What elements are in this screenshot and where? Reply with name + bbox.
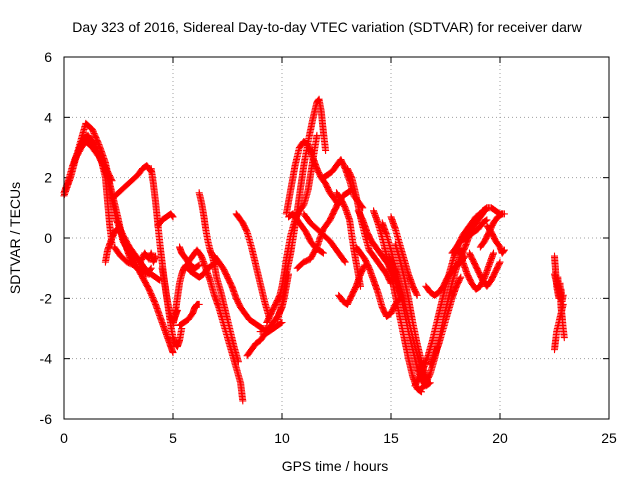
data-track-46 bbox=[483, 222, 508, 257]
data-track-25 bbox=[300, 210, 349, 266]
data-track-5 bbox=[110, 243, 164, 284]
y-tick-label: 4 bbox=[44, 109, 52, 125]
data-track-14 bbox=[184, 246, 247, 405]
data-track-50 bbox=[551, 270, 565, 302]
data-track-43 bbox=[465, 249, 504, 290]
data-track-17 bbox=[232, 210, 273, 320]
data-track-35 bbox=[387, 213, 421, 299]
data-track-3 bbox=[71, 134, 116, 248]
data-track-9 bbox=[154, 210, 177, 230]
x-tick-label: 25 bbox=[601, 430, 617, 446]
y-tick-label: -2 bbox=[40, 290, 53, 306]
data-track-21 bbox=[274, 95, 330, 323]
y-axis-title: SDTVAR / TECUs bbox=[7, 182, 23, 294]
data-track-32 bbox=[370, 207, 425, 396]
chart-title: Day 323 of 2016, Sidereal Day-to-day VTE… bbox=[72, 19, 582, 35]
x-tick-label: 0 bbox=[60, 430, 68, 446]
data-track-28 bbox=[335, 261, 369, 308]
data-track-15 bbox=[195, 189, 242, 366]
y-tick-label: 6 bbox=[44, 49, 52, 65]
x-axis-title: GPS time / hours bbox=[282, 458, 389, 474]
data-layer bbox=[60, 95, 568, 405]
data-track-16 bbox=[210, 252, 275, 332]
plot-area-border bbox=[63, 56, 610, 420]
x-tick-label: 10 bbox=[274, 430, 290, 446]
data-track-6 bbox=[108, 162, 155, 203]
grid-layer bbox=[64, 57, 609, 419]
y-tick-label: 0 bbox=[44, 230, 52, 246]
x-tick-label: 15 bbox=[383, 430, 399, 446]
y-tick-label: 2 bbox=[44, 170, 52, 186]
data-track-30 bbox=[352, 243, 404, 320]
y-tick-label: -4 bbox=[40, 351, 53, 367]
data-track-48 bbox=[551, 300, 567, 354]
y-tick-label: -6 bbox=[40, 411, 53, 427]
data-track-13 bbox=[176, 300, 203, 329]
data-track-40 bbox=[426, 273, 465, 369]
x-tick-label: 20 bbox=[492, 430, 508, 446]
tick-label-layer: 0 5 10 15 20 25 -6 -4 -2 0 2 4 6 bbox=[40, 49, 617, 446]
x-tick-label: 5 bbox=[169, 430, 177, 446]
data-track-7 bbox=[132, 249, 160, 266]
